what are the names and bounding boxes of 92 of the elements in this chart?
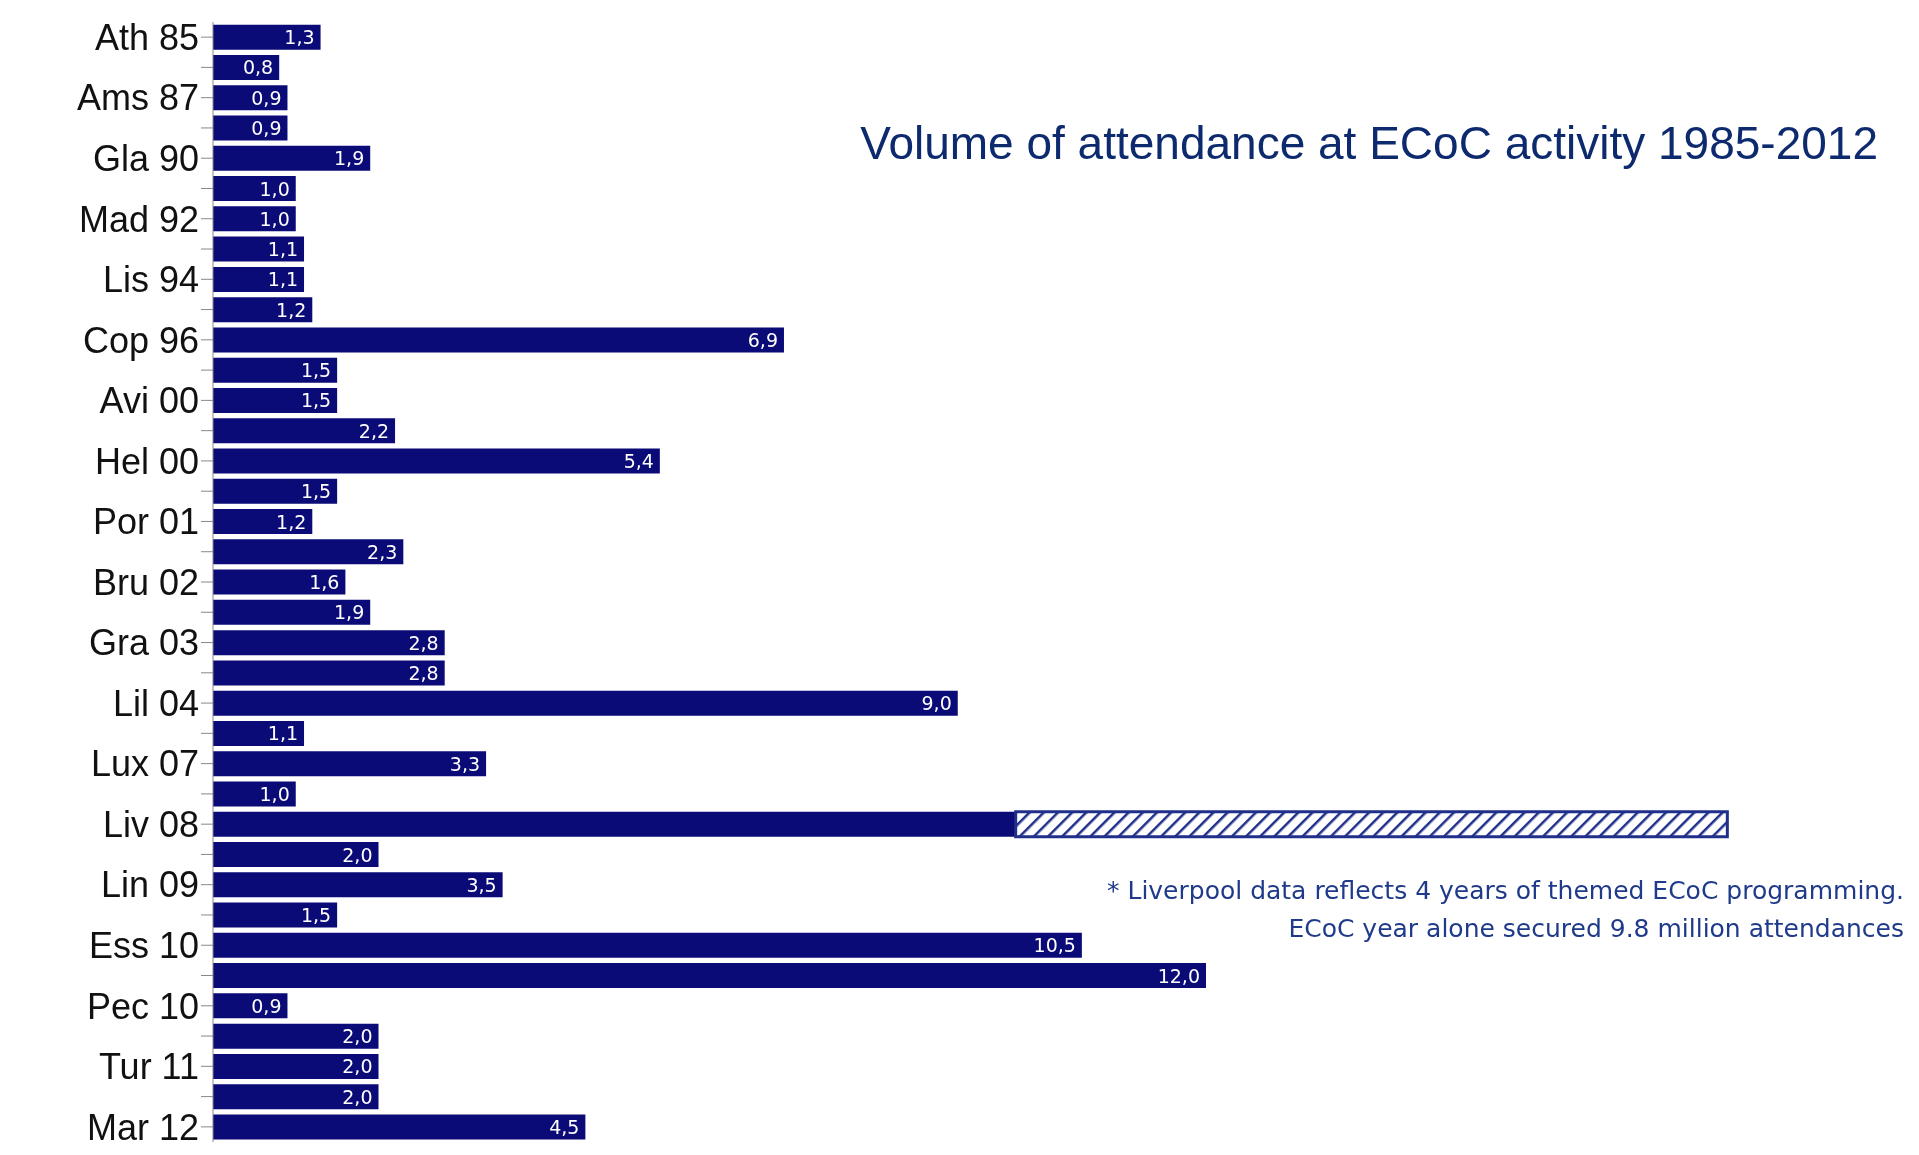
annotation: ECoC year alone secured 9.8 million attendances: [1287, 913, 1904, 945]
data-label: 1,1: [267, 722, 299, 745]
data-label: 2,8: [408, 661, 439, 684]
data-label: 1,6: [309, 571, 340, 594]
annotation: * Liverpool data reflects 4 years of themed ECoC programming.: [1107, 875, 1904, 907]
bar: [213, 387, 338, 413]
data-label: 2,3: [367, 540, 398, 563]
y-tick-label: Liv 08: [102, 803, 199, 845]
data-label: 2,8: [408, 631, 439, 654]
y-tick-label: Por 01: [92, 501, 199, 543]
data-label: 1,1: [267, 268, 299, 291]
y-tick-label: Avi 00: [99, 380, 199, 422]
data-label: 10,5: [1033, 934, 1076, 957]
text: Volume of attendance at ECoC activity 1985-2012: [859, 116, 1878, 171]
data-label: 1,0: [259, 782, 290, 805]
bar: [213, 599, 371, 625]
y-tick-label: Tur 11: [98, 1046, 199, 1088]
y-tick-label: Lis 94: [102, 259, 199, 301]
y-tick-label: Ath 85: [94, 16, 199, 58]
bar: [213, 842, 379, 868]
y-tick-label: Hel 00: [94, 440, 199, 482]
y-tick-label: Lil 04: [112, 682, 199, 724]
bar: [213, 1114, 586, 1140]
data-label: 2,2: [358, 419, 390, 442]
bar: [213, 932, 1082, 958]
data-label: 6,9: [747, 328, 778, 351]
data-label: 2,0: [342, 1055, 373, 1078]
data-label: 1,2: [276, 298, 307, 321]
data-label: 9,0: [921, 692, 952, 715]
bar: [213, 963, 1206, 989]
bar: [213, 569, 346, 595]
y-tick-label: Gla 90: [92, 138, 199, 179]
bar: [213, 327, 784, 353]
y-tick-label: Lux 07: [90, 743, 199, 785]
bar: [213, 1084, 379, 1110]
data-label: 1,3: [284, 26, 315, 49]
data-label: 1,2: [276, 510, 307, 533]
bar: [213, 660, 445, 686]
y-tick-label: Gra 03: [88, 622, 199, 664]
y-tick-label: Ess 10: [88, 925, 199, 967]
data-label: 1,5: [300, 480, 332, 503]
bar: [213, 1023, 379, 1049]
bar: [213, 1053, 379, 1079]
y-tick-label: Bru 02: [92, 561, 199, 603]
data-label: 1,1: [267, 238, 299, 261]
data-label: 1,5: [300, 389, 332, 412]
data-label: 1,5: [300, 359, 332, 382]
bar: [213, 266, 305, 292]
data-label: 1,0: [259, 207, 290, 230]
bar: [213, 176, 296, 202]
y-tick-label: Ams 87: [76, 77, 199, 119]
data-label: 0,9: [251, 117, 282, 140]
y-tick-label: Mad 92: [78, 198, 199, 240]
data-label: 2,0: [342, 1085, 373, 1108]
y-tick-label: Lin 09: [100, 864, 199, 906]
data-label: 0,8: [242, 56, 274, 79]
data-label: 12,0: [1157, 964, 1200, 987]
data-label: 1,9: [334, 601, 365, 624]
data-label: 2,0: [342, 1025, 373, 1048]
data-label: 2,0: [342, 843, 373, 866]
data-label: 3,3: [449, 752, 481, 775]
bar: [213, 690, 958, 716]
bar: [213, 872, 503, 898]
y-tick-label: Mar 12: [86, 1106, 199, 1148]
bar: [213, 509, 313, 535]
data-label: 1,5: [300, 904, 332, 927]
bar: [213, 751, 487, 777]
bar: [213, 781, 296, 807]
data-label: 0,9: [251, 86, 282, 109]
data-label: 5,4: [623, 450, 654, 473]
data-label: 0,9: [251, 994, 282, 1017]
bar: [213, 297, 313, 323]
data-label: 3,5: [466, 873, 497, 896]
bar: [213, 236, 305, 262]
bar: [213, 630, 445, 656]
bar: [213, 902, 338, 928]
bar: [213, 24, 321, 50]
y-tick-label: Cop 96: [82, 319, 199, 361]
data-label: 1,0: [259, 177, 290, 200]
bar: [213, 206, 296, 232]
bar: [213, 720, 305, 746]
bar: [1014, 810, 1729, 839]
bar: [213, 811, 1016, 837]
data-label: 1,9: [334, 147, 365, 170]
bar: [213, 145, 371, 171]
y-tick-label: Pec 10: [86, 985, 199, 1027]
bar: [213, 448, 660, 474]
bar: [213, 478, 338, 504]
bar: [213, 539, 404, 565]
data-label: 4,5: [549, 1115, 580, 1138]
bar: [213, 357, 338, 383]
bar: [213, 418, 396, 444]
